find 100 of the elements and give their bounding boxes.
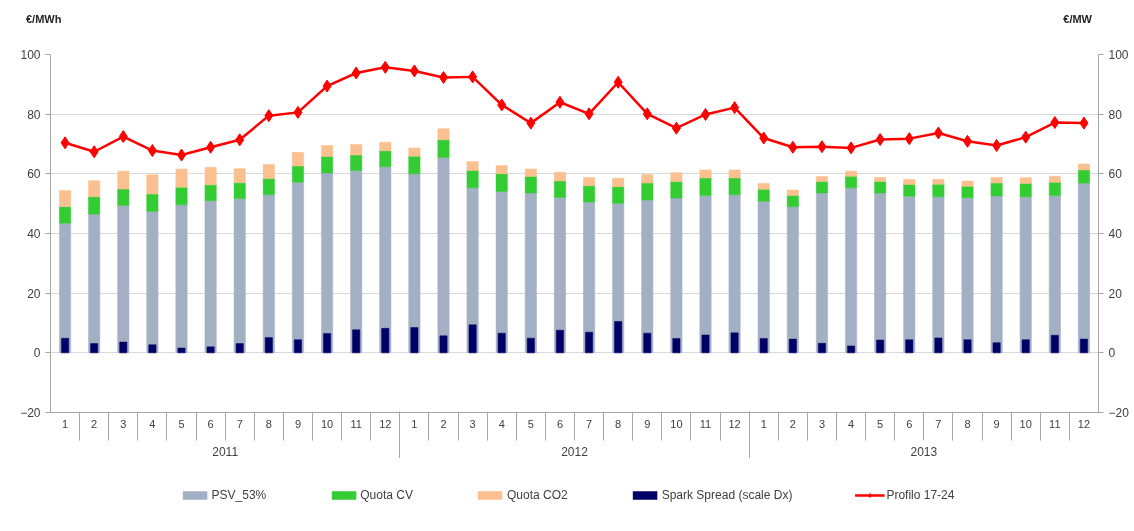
bar <box>321 156 333 174</box>
bar <box>845 170 857 177</box>
x-tick-label: 7 <box>586 417 593 430</box>
legend-label: Spark Spread (scale Dx) <box>661 488 793 502</box>
bar <box>117 188 130 206</box>
bar <box>903 184 916 197</box>
bar <box>1080 338 1088 354</box>
bar <box>670 172 683 182</box>
bar <box>1078 169 1090 184</box>
point <box>60 136 70 150</box>
x-tick-label: 1 <box>760 417 767 430</box>
point <box>1021 130 1031 144</box>
y-axis-title: €/MWh <box>26 12 62 26</box>
legend-label: Profilo 17-24 <box>886 488 955 502</box>
bar <box>786 195 799 207</box>
x-tick-label: 1 <box>411 417 418 430</box>
bar <box>350 170 363 354</box>
bar <box>554 172 566 182</box>
bar <box>1050 334 1059 354</box>
point <box>759 131 769 145</box>
bar <box>524 168 537 177</box>
bar <box>235 343 244 354</box>
x-tick-label: 2 <box>440 417 447 430</box>
bar <box>59 206 71 224</box>
point <box>235 133 245 147</box>
bar <box>1048 175 1061 183</box>
point <box>409 64 419 78</box>
bar <box>757 189 770 202</box>
bar <box>90 343 99 354</box>
bar <box>497 332 506 354</box>
bar <box>728 169 741 179</box>
bar <box>554 180 566 198</box>
y2-tick-label: 20 <box>1108 286 1123 301</box>
bar <box>146 174 159 195</box>
y2-tick-label: −20 <box>1108 406 1130 420</box>
x-tick-label: 11 <box>350 417 362 430</box>
bar <box>495 165 508 175</box>
bar <box>88 196 101 215</box>
bar <box>554 197 566 354</box>
x-tick-label: 3 <box>469 417 476 430</box>
point <box>264 109 274 123</box>
y2-tick-label: 40 <box>1108 227 1123 241</box>
legend-label: Quota CV <box>360 488 413 502</box>
x-tick-label: 7 <box>935 417 942 430</box>
bar <box>292 165 304 183</box>
y2-axis-title: €/MW <box>1063 12 1092 26</box>
x-tick-label: 6 <box>207 417 214 430</box>
x-tick-label: 9 <box>644 417 651 430</box>
bar <box>816 181 828 194</box>
bar <box>641 174 654 184</box>
bar <box>437 139 450 158</box>
legend-label: PSV_53% <box>211 488 267 502</box>
bar <box>439 335 448 354</box>
bar <box>524 192 537 354</box>
legend-label: Quota CO2 <box>506 488 568 502</box>
bar <box>759 338 768 354</box>
point <box>904 132 914 146</box>
bar <box>352 329 361 354</box>
point <box>351 66 361 80</box>
bar <box>262 164 275 179</box>
bar <box>612 178 625 187</box>
bar <box>1019 177 1032 184</box>
bar <box>177 347 186 354</box>
bar <box>321 172 333 354</box>
point <box>206 140 216 154</box>
bar <box>204 167 217 186</box>
bar <box>961 180 974 187</box>
bar <box>788 338 797 354</box>
point <box>613 75 623 89</box>
point <box>788 140 798 154</box>
bar <box>961 197 974 354</box>
bar <box>585 332 593 354</box>
bar <box>175 204 188 354</box>
bar <box>1021 339 1030 354</box>
point <box>730 101 740 115</box>
point <box>992 138 1002 152</box>
bar <box>206 346 215 354</box>
x-tick-label: 8 <box>964 417 971 430</box>
bar <box>874 177 887 182</box>
bar <box>612 186 625 204</box>
x-tick-label: 5 <box>877 417 884 430</box>
point <box>380 60 390 74</box>
bar <box>262 178 275 195</box>
y-tick-label: 100 <box>20 48 41 62</box>
x-tick-label: 10 <box>1019 417 1032 430</box>
bar <box>932 196 945 354</box>
point <box>875 133 885 147</box>
bar <box>905 339 914 354</box>
bar <box>990 195 1003 354</box>
bar <box>903 179 916 185</box>
bar <box>466 170 479 189</box>
bar <box>1078 163 1090 171</box>
y-tick-label: 40 <box>27 227 41 241</box>
bar <box>816 176 828 182</box>
bar <box>932 178 945 185</box>
bar <box>934 337 943 354</box>
bar <box>992 342 1001 354</box>
point <box>933 126 943 140</box>
bar <box>117 205 130 354</box>
point <box>526 116 536 130</box>
